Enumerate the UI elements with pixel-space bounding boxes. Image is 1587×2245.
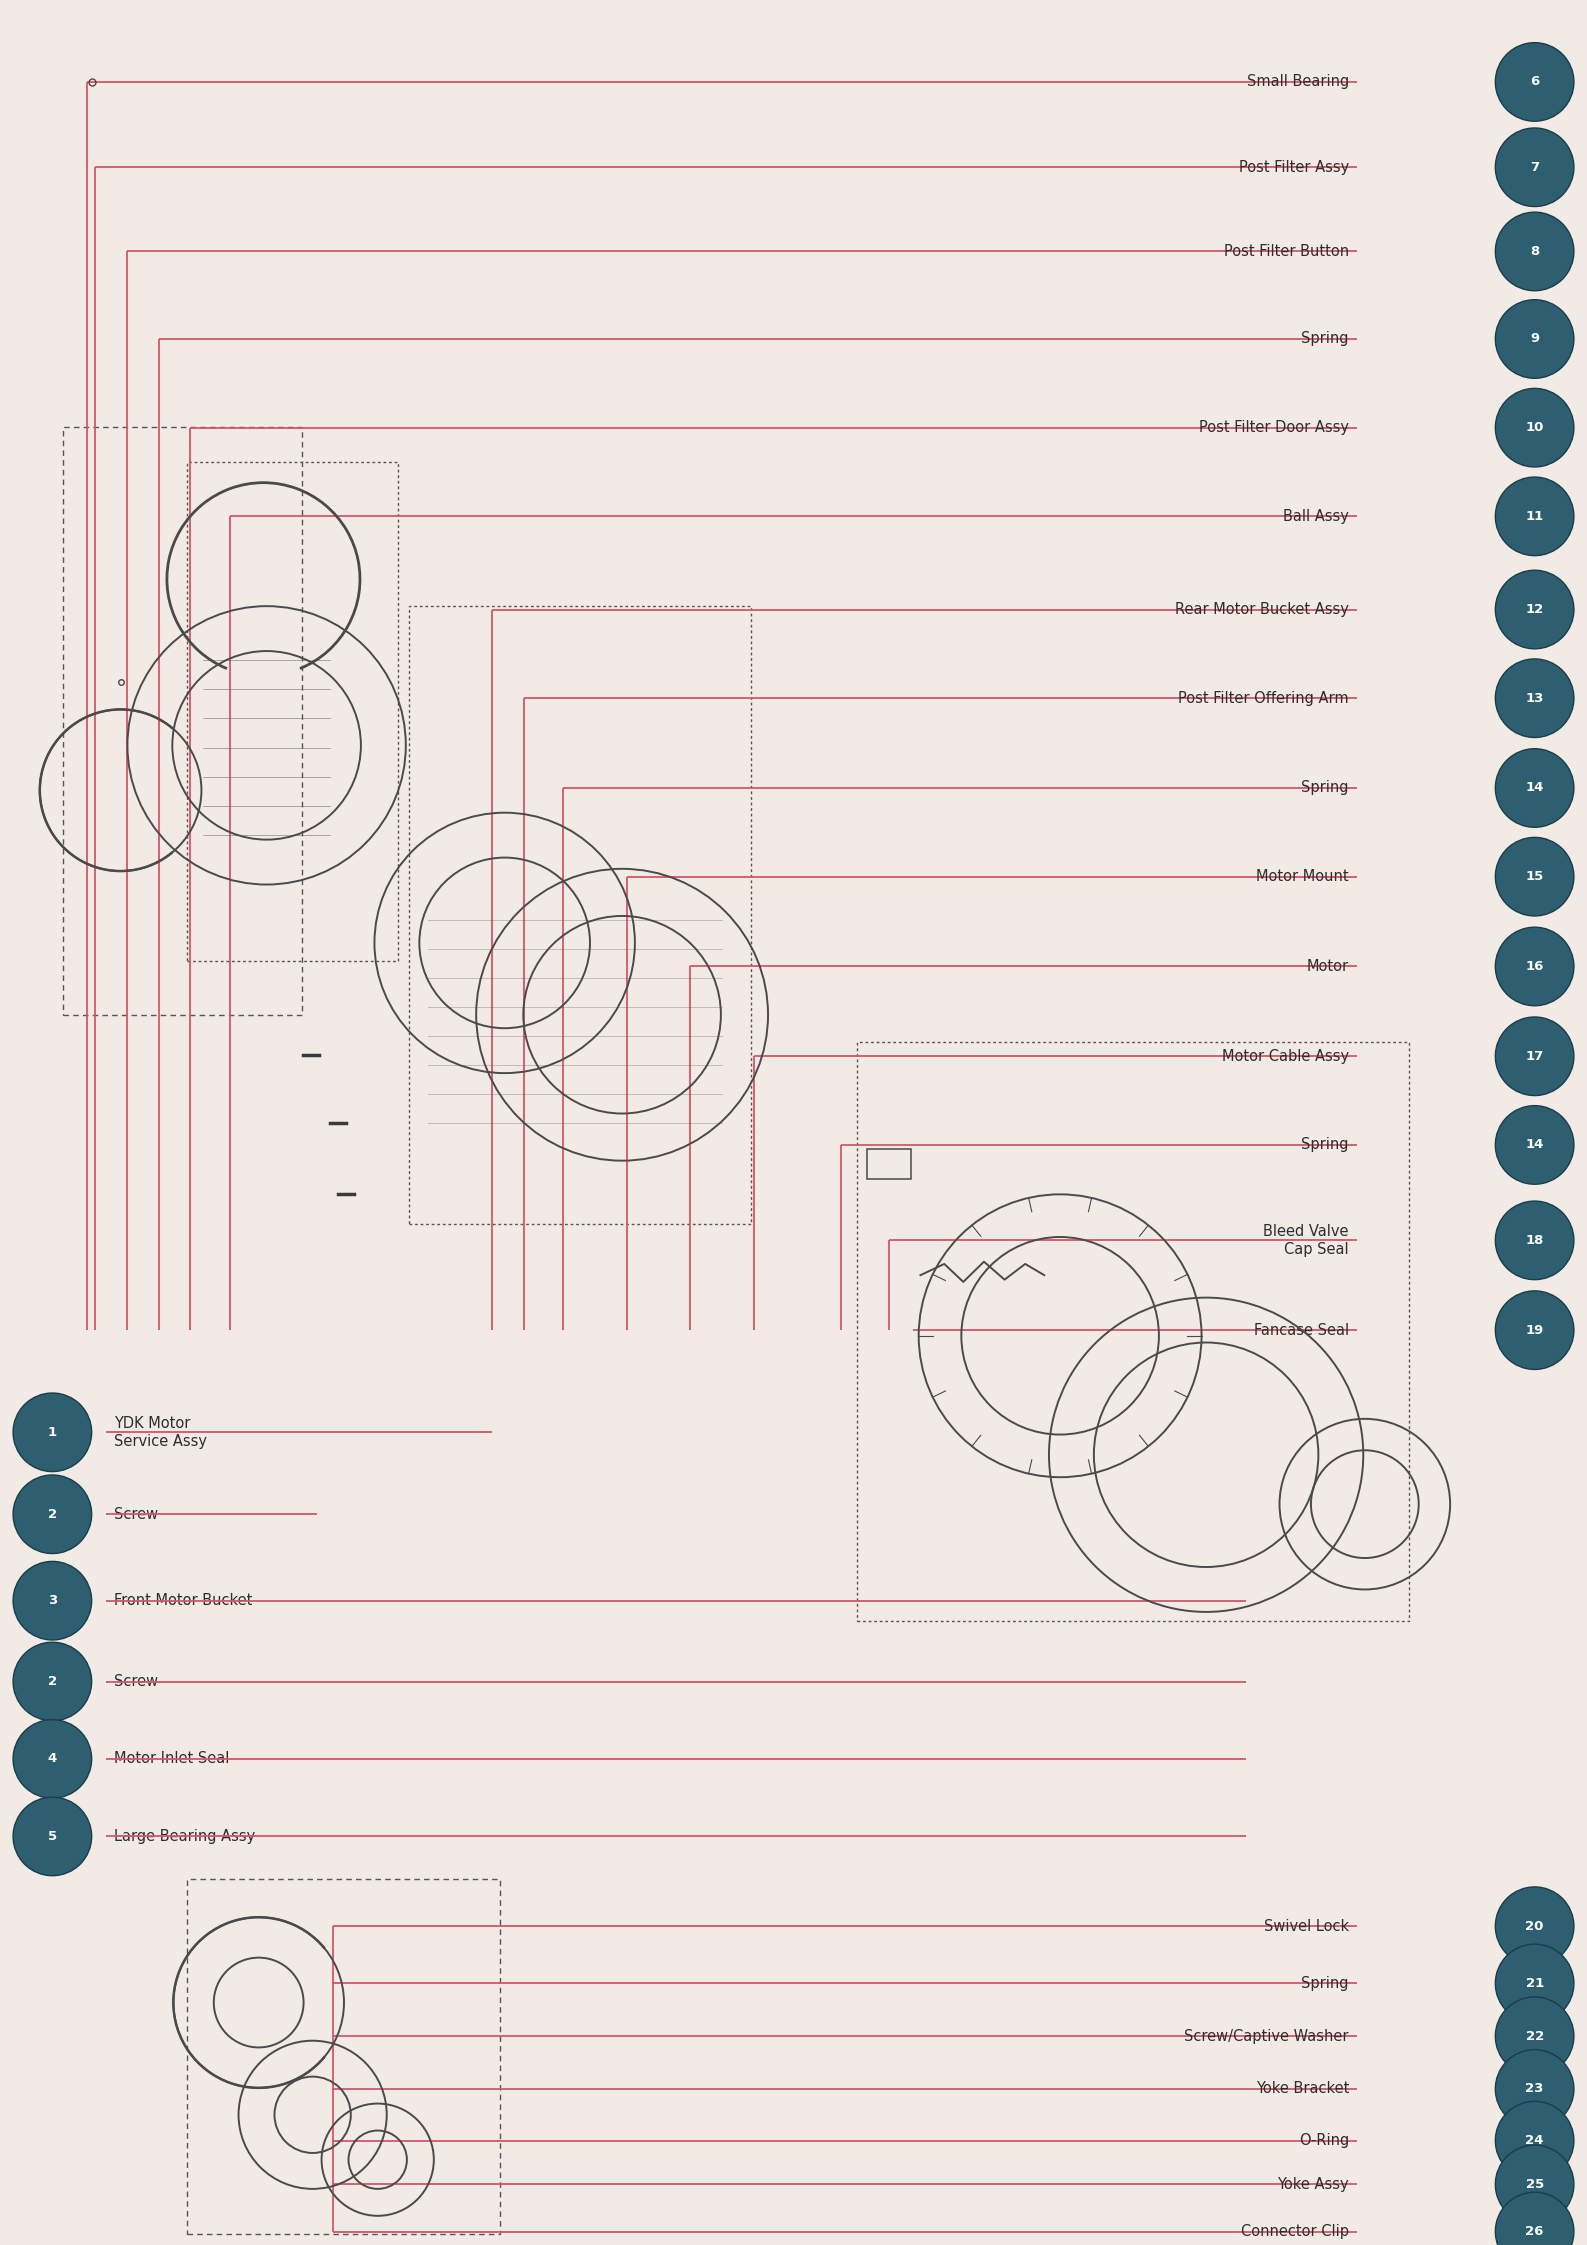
Text: Spring: Spring [1301,781,1349,795]
Text: Front Motor Bucket: Front Motor Bucket [114,1594,252,1607]
Ellipse shape [1495,927,1574,1006]
Ellipse shape [1495,128,1574,207]
Text: 6: 6 [1530,76,1539,88]
Text: 22: 22 [1525,2029,1544,2043]
Text: 3: 3 [48,1594,57,1607]
Text: 26: 26 [1525,2225,1544,2238]
Text: Screw: Screw [114,1675,159,1688]
Text: Motor Mount: Motor Mount [1257,869,1349,885]
Text: Rear Motor Bucket Assy: Rear Motor Bucket Assy [1174,602,1349,617]
Text: 17: 17 [1525,1051,1544,1062]
Text: 25: 25 [1525,2178,1544,2191]
Ellipse shape [13,1720,92,1798]
Ellipse shape [13,1796,92,1877]
Bar [857,1042,1409,1621]
Bar [187,1879,500,2234]
Text: 20: 20 [1525,1919,1544,1933]
Text: Spring: Spring [1301,1976,1349,1991]
Ellipse shape [1495,837,1574,916]
Ellipse shape [1495,570,1574,649]
Text: Motor Inlet Seal: Motor Inlet Seal [114,1751,230,1767]
Ellipse shape [1495,301,1574,377]
Text: 18: 18 [1525,1235,1544,1246]
Ellipse shape [1495,43,1574,121]
Text: 16: 16 [1525,961,1544,972]
Text: Post Filter Assy: Post Filter Assy [1239,159,1349,175]
Text: Yoke Assy: Yoke Assy [1278,2178,1349,2191]
Text: Post Filter Offering Arm: Post Filter Offering Arm [1178,691,1349,705]
Text: Post Filter Door Assy: Post Filter Door Assy [1198,420,1349,436]
Ellipse shape [1495,213,1574,290]
Text: Fancase Seal: Fancase Seal [1254,1322,1349,1338]
Ellipse shape [1495,1107,1574,1185]
Text: Spring: Spring [1301,1138,1349,1152]
Ellipse shape [13,1475,92,1554]
Text: 8: 8 [1530,245,1539,258]
Text: YDK Motor
Service Assy: YDK Motor Service Assy [114,1417,208,1448]
Ellipse shape [1495,2146,1574,2223]
Ellipse shape [1495,388,1574,467]
Text: 9: 9 [1530,332,1539,346]
Text: 13: 13 [1525,691,1544,705]
Text: 1: 1 [48,1426,57,1439]
Text: O-Ring: O-Ring [1298,2133,1349,2148]
Bar [867,1149,911,1179]
Ellipse shape [13,1392,92,1473]
Ellipse shape [1495,750,1574,826]
Text: Ball Assy: Ball Assy [1282,510,1349,523]
Text: 15: 15 [1525,871,1544,882]
Ellipse shape [1495,1201,1574,1280]
Text: Large Bearing Assy: Large Bearing Assy [114,1830,256,1843]
Ellipse shape [13,1563,92,1639]
Ellipse shape [1495,1944,1574,2023]
Text: Screw: Screw [114,1506,159,1522]
Text: 4: 4 [48,1753,57,1765]
Text: 21: 21 [1525,1978,1544,1989]
Text: Motor: Motor [1306,959,1349,974]
Text: 2: 2 [48,1509,57,1520]
Text: 11: 11 [1525,510,1544,523]
Text: 14: 14 [1525,781,1544,795]
Text: 5: 5 [48,1830,57,1843]
Text: 7: 7 [1530,162,1539,173]
Text: Yoke Bracket: Yoke Bracket [1255,2081,1349,2097]
Text: Connector Clip: Connector Clip [1241,2225,1349,2238]
Text: Swivel Lock: Swivel Lock [1263,1919,1349,1933]
Text: 10: 10 [1525,422,1544,433]
Text: 12: 12 [1525,604,1544,615]
Ellipse shape [1495,1017,1574,1096]
Text: Small Bearing: Small Bearing [1247,74,1349,90]
Text: Spring: Spring [1301,332,1349,346]
Ellipse shape [1495,1886,1574,1967]
Text: 23: 23 [1525,2083,1544,2095]
Text: 24: 24 [1525,2135,1544,2146]
Bar [187,462,398,961]
Ellipse shape [1495,660,1574,736]
Text: 19: 19 [1525,1325,1544,1336]
Ellipse shape [1495,2101,1574,2180]
Text: 2: 2 [48,1675,57,1688]
Bar [409,606,751,1224]
Text: 14: 14 [1525,1138,1544,1152]
Ellipse shape [1495,2050,1574,2128]
Bar [63,427,302,1015]
Ellipse shape [1495,478,1574,555]
Ellipse shape [13,1643,92,1720]
Text: Motor Cable Assy: Motor Cable Assy [1222,1048,1349,1064]
Ellipse shape [1495,1291,1574,1369]
Ellipse shape [1495,1998,1574,2074]
Text: Post Filter Button: Post Filter Button [1224,245,1349,258]
Text: Bleed Valve
Cap Seal: Bleed Valve Cap Seal [1263,1224,1349,1257]
Text: Screw/Captive Washer: Screw/Captive Washer [1184,2029,1349,2043]
Ellipse shape [1495,2191,1574,2245]
